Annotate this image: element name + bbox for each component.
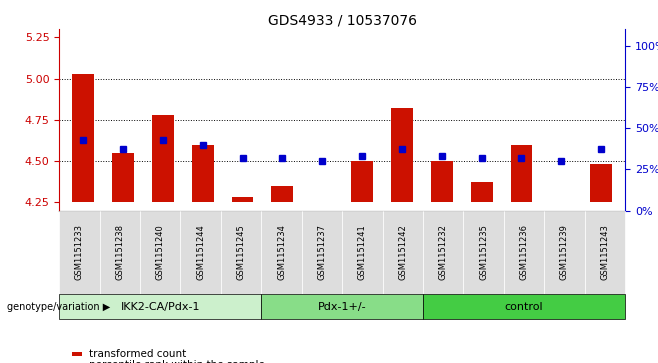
Text: genotype/variation ▶: genotype/variation ▶ [7, 302, 110, 312]
Bar [191, 144, 214, 202]
Bar [112, 153, 134, 202]
Text: GSM1151236: GSM1151236 [520, 224, 528, 280]
Bar [431, 161, 453, 202]
Text: GSM1151233: GSM1151233 [75, 224, 84, 280]
Bar [391, 108, 413, 202]
Text: GSM1151242: GSM1151242 [398, 224, 407, 280]
Text: IKK2-CA/Pdx-1: IKK2-CA/Pdx-1 [120, 302, 200, 312]
Text: GSM1151235: GSM1151235 [479, 224, 488, 280]
Bar [590, 164, 612, 202]
Text: GSM1151238: GSM1151238 [115, 224, 124, 280]
Bar [272, 186, 293, 202]
Text: GSM1151243: GSM1151243 [600, 224, 609, 280]
Text: control: control [505, 302, 544, 312]
Bar [232, 197, 253, 202]
Text: GSM1151241: GSM1151241 [358, 224, 367, 280]
Text: Pdx-1+/-: Pdx-1+/- [318, 302, 367, 312]
Text: percentile rank within the sample: percentile rank within the sample [89, 360, 265, 363]
Text: GSM1151240: GSM1151240 [156, 224, 164, 280]
Bar [470, 183, 493, 202]
Text: GSM1151237: GSM1151237 [317, 224, 326, 280]
Bar [152, 115, 174, 202]
Text: GSM1151245: GSM1151245 [237, 224, 245, 280]
Text: GSM1151239: GSM1151239 [560, 224, 569, 280]
Bar [511, 144, 532, 202]
Text: transformed count: transformed count [89, 349, 186, 359]
Title: GDS4933 / 10537076: GDS4933 / 10537076 [268, 14, 417, 28]
Bar [351, 161, 373, 202]
Text: GSM1151244: GSM1151244 [196, 224, 205, 280]
Bar [72, 74, 94, 202]
Text: GSM1151232: GSM1151232 [439, 224, 447, 280]
Text: GSM1151234: GSM1151234 [277, 224, 286, 280]
